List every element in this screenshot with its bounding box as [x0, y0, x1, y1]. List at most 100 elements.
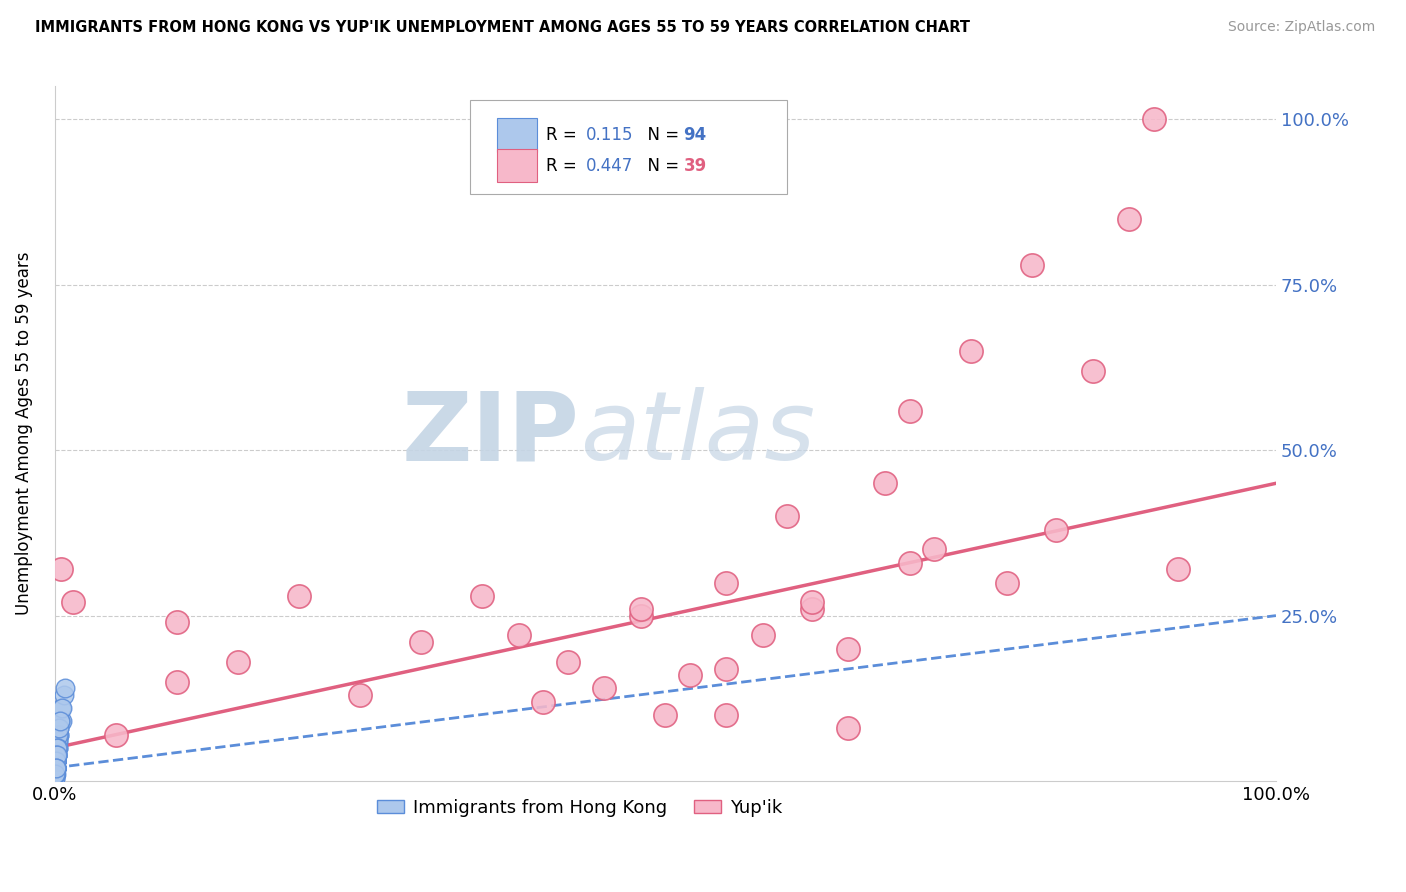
Point — [46, 740, 69, 755]
FancyBboxPatch shape — [470, 100, 787, 194]
Point — [44, 771, 66, 785]
Text: R =: R = — [546, 126, 582, 144]
Point — [716, 707, 738, 722]
Point — [44, 767, 66, 781]
Point — [45, 747, 67, 762]
Point — [48, 728, 70, 742]
Point — [49, 714, 72, 729]
Point — [44, 761, 66, 775]
Point — [45, 761, 67, 775]
Point — [716, 661, 738, 675]
Point — [45, 754, 67, 768]
Point — [46, 728, 69, 742]
Text: 94: 94 — [683, 126, 707, 144]
Point — [45, 740, 67, 755]
Point — [45, 740, 67, 755]
Point — [45, 761, 67, 775]
Point — [45, 761, 67, 775]
Point — [48, 721, 70, 735]
Point — [288, 589, 311, 603]
Point — [51, 714, 73, 729]
Point — [557, 655, 579, 669]
Point — [46, 728, 69, 742]
Point — [45, 754, 67, 768]
Point — [922, 542, 945, 557]
Point — [349, 688, 371, 702]
Point — [46, 721, 69, 735]
Point — [837, 641, 859, 656]
Point — [875, 476, 897, 491]
Point — [46, 734, 69, 748]
Point — [46, 740, 69, 755]
Point — [46, 740, 69, 755]
Point — [44, 767, 66, 781]
Point — [46, 734, 69, 748]
Point — [44, 767, 66, 781]
Point — [226, 655, 249, 669]
Point — [45, 747, 67, 762]
Text: R =: R = — [546, 157, 582, 175]
Point — [898, 403, 921, 417]
Point — [49, 562, 72, 576]
Point — [45, 747, 67, 762]
Point — [45, 761, 67, 775]
Point — [45, 734, 67, 748]
Point — [46, 734, 69, 748]
Text: atlas: atlas — [579, 387, 814, 480]
Point — [776, 509, 799, 524]
Point — [44, 767, 66, 781]
Point — [45, 747, 67, 762]
Point — [45, 761, 67, 775]
Point — [51, 701, 73, 715]
Point — [45, 747, 67, 762]
Point — [46, 740, 69, 755]
Point — [995, 575, 1018, 590]
Text: IMMIGRANTS FROM HONG KONG VS YUP'IK UNEMPLOYMENT AMONG AGES 55 TO 59 YEARS CORRE: IMMIGRANTS FROM HONG KONG VS YUP'IK UNEM… — [35, 20, 970, 35]
Point — [45, 754, 67, 768]
Point — [45, 761, 67, 775]
Point — [45, 734, 67, 748]
FancyBboxPatch shape — [496, 119, 537, 152]
Point — [45, 747, 67, 762]
Point — [45, 761, 67, 775]
Point — [1021, 258, 1043, 272]
Point — [46, 740, 69, 755]
Point — [49, 701, 72, 715]
Text: N =: N = — [637, 126, 685, 144]
Point — [53, 681, 76, 696]
Point — [45, 754, 67, 768]
Point — [1118, 211, 1140, 226]
Text: 39: 39 — [683, 157, 707, 175]
Point — [49, 714, 72, 729]
Point — [716, 575, 738, 590]
Point — [630, 602, 652, 616]
Point — [959, 343, 981, 358]
Point — [1081, 364, 1104, 378]
Point — [45, 747, 67, 762]
Text: Source: ZipAtlas.com: Source: ZipAtlas.com — [1227, 20, 1375, 34]
Point — [898, 556, 921, 570]
Point — [45, 761, 67, 775]
Point — [104, 728, 127, 742]
Point — [46, 740, 69, 755]
Point — [45, 747, 67, 762]
Point — [44, 767, 66, 781]
Point — [44, 767, 66, 781]
Point — [531, 695, 554, 709]
Point — [45, 754, 67, 768]
Point — [44, 767, 66, 781]
Text: ZIP: ZIP — [402, 387, 579, 480]
Point — [45, 740, 67, 755]
Point — [45, 761, 67, 775]
Point — [45, 761, 67, 775]
Point — [508, 628, 530, 642]
Point — [45, 747, 67, 762]
Point — [44, 767, 66, 781]
Point — [44, 761, 66, 775]
Point — [1167, 562, 1189, 576]
Point — [45, 754, 67, 768]
Point — [45, 761, 67, 775]
Text: 0.115: 0.115 — [586, 126, 633, 144]
Point — [44, 767, 66, 781]
Point — [45, 761, 67, 775]
